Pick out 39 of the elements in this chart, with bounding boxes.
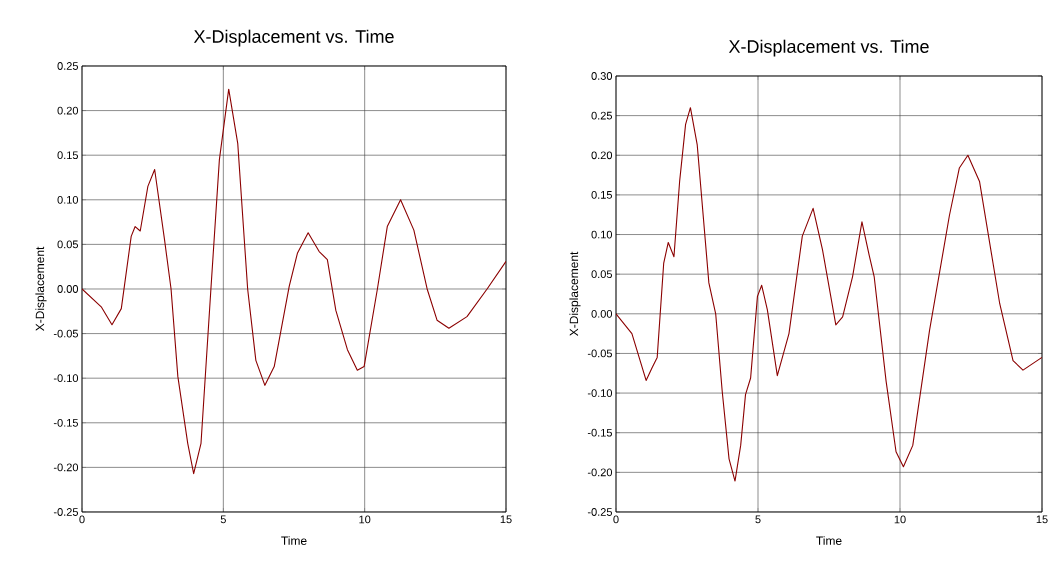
- line-series: [616, 107, 1042, 482]
- y-tick-label: 0.30: [591, 72, 613, 80]
- x-tick-label: 5: [220, 515, 226, 524]
- y-tick-label: -0.20: [587, 468, 613, 477]
- x-tick-label: 0: [613, 515, 619, 524]
- y-tick-label: 0.20: [591, 151, 613, 160]
- y-axis-title: X-Displacement: [35, 246, 47, 332]
- line-series: [82, 88, 507, 475]
- x-axis-title: Time: [816, 536, 842, 545]
- y-tick-label: 0.05: [591, 270, 612, 279]
- x-tick-label: 15: [1036, 515, 1048, 524]
- y-tick-label: -0.05: [53, 329, 78, 338]
- chart-title: X-Displacement vs. Time: [193, 29, 394, 47]
- y-tick-label: 0.15: [57, 151, 79, 160]
- y-tick-label: -0.25: [53, 508, 78, 516]
- x-tick-label: 0: [79, 515, 85, 524]
- y-tick-label: -0.10: [53, 374, 79, 383]
- chart-title: X-Displacement vs. Time: [728, 39, 929, 57]
- y-tick-label: -0.10: [587, 389, 613, 397]
- y-tick-label: -0.15: [587, 428, 612, 437]
- y-tick-label: 0.05: [57, 240, 79, 249]
- x-axis-title: Time: [281, 536, 307, 545]
- y-tick-label: 0.15: [591, 191, 612, 199]
- y-tick-label: -0.05: [587, 349, 612, 358]
- y-tick-label: 0.00: [57, 285, 79, 293]
- y-tick-label: 0.10: [591, 230, 613, 239]
- y-tick-label: 0.25: [57, 62, 79, 70]
- x-tick-label: 10: [894, 515, 906, 524]
- y-tick-label: -0.25: [587, 508, 612, 516]
- y-axis-title: X-Displacement: [569, 251, 581, 337]
- y-tick-label: 0.10: [57, 195, 79, 204]
- y-tick-label: 0.00: [591, 309, 613, 318]
- x-tick-label: 15: [500, 515, 512, 524]
- y-tick-label: 0.25: [591, 111, 612, 120]
- y-tick-label: -0.20: [53, 463, 79, 472]
- y-tick-label: 0.20: [57, 106, 79, 115]
- y-tick-label: -0.15: [53, 418, 78, 427]
- x-tick-label: 10: [359, 515, 371, 524]
- x-tick-label: 5: [755, 515, 761, 524]
